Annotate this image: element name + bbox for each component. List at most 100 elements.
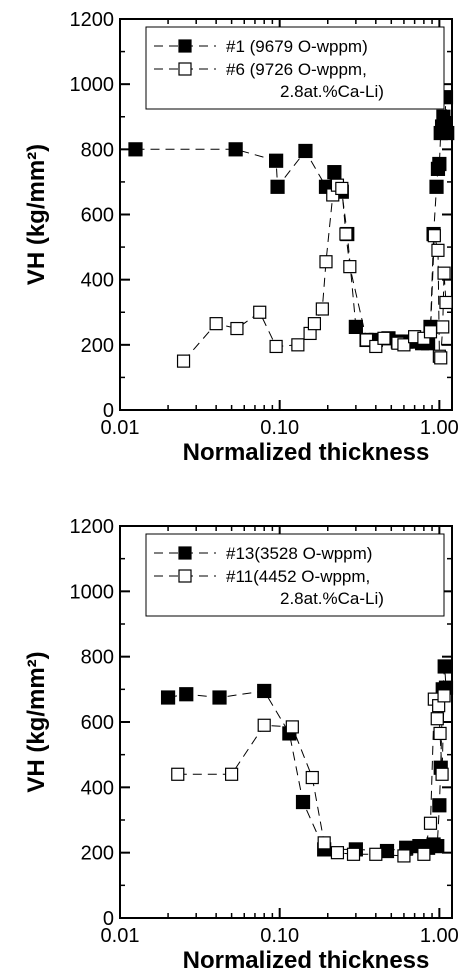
data-point <box>257 718 271 732</box>
data-point <box>330 846 345 860</box>
data-point <box>225 767 239 781</box>
data-point <box>397 849 411 863</box>
data-point <box>269 153 284 168</box>
data-point <box>423 325 438 339</box>
data-point <box>439 295 453 310</box>
data-point <box>295 794 311 810</box>
legend-box <box>145 533 445 617</box>
x-tick-label: 0.10 <box>260 925 299 947</box>
data-point <box>230 321 244 336</box>
y-tick-label: 0 <box>103 908 114 930</box>
legend-label: #11(4452 O-wppm, 2.8at.%Ca-Li) <box>226 567 384 608</box>
data-point <box>212 690 227 705</box>
y-tick-label: 400 <box>81 270 114 292</box>
legend-label: #13(3528 O-wppm) <box>226 544 372 563</box>
data-point <box>440 125 455 141</box>
data-point <box>285 720 299 734</box>
data-point <box>369 847 383 861</box>
data-point <box>319 255 333 269</box>
data-point <box>346 847 361 861</box>
data-point <box>377 331 391 345</box>
data-point <box>431 243 445 257</box>
series-2 <box>176 178 453 368</box>
data-point <box>435 767 449 781</box>
data-point <box>437 266 451 280</box>
data-point <box>436 320 450 334</box>
y-tick-label: 200 <box>81 335 114 357</box>
legend: #1 (9679 O-wppm) #6 (9726 O-wppm, 2.8at.%C… <box>145 26 445 110</box>
y-tick-label: 1000 <box>70 581 115 603</box>
data-point <box>307 317 322 331</box>
y-tick-label: 1200 <box>70 9 115 31</box>
legend: #13(3528 O-wppm) #11(4452 O-wppm, 2.8at.%C… <box>145 533 445 617</box>
x-axis-title: Normalized thickness <box>183 439 430 466</box>
data-point <box>160 690 176 705</box>
y-tick-label: 800 <box>81 139 114 161</box>
y-tick-label: 200 <box>81 843 114 865</box>
series-1 <box>128 90 455 351</box>
chart-1: 0 200 400 600 800 1000 1200 0.01 0.10 1.00Normali… <box>23 9 459 466</box>
data-point <box>257 683 272 699</box>
x-tick-label: 1.00 <box>420 925 459 947</box>
data-point <box>427 229 441 243</box>
data-point <box>434 351 448 365</box>
data-point <box>305 770 319 785</box>
y-axis-title: VH (kg/mm²) <box>23 651 50 792</box>
data-point <box>417 847 431 861</box>
data-point <box>179 687 194 702</box>
legend-marker <box>178 546 192 560</box>
data-point <box>339 227 353 241</box>
data-point <box>429 179 444 194</box>
data-point <box>228 142 243 157</box>
y-tick-label: 600 <box>81 205 114 227</box>
data-point <box>437 659 452 674</box>
data-point <box>269 339 283 354</box>
data-point <box>128 142 143 157</box>
y-tick-label: 600 <box>81 712 114 734</box>
y-tick-label: 0 <box>103 400 114 422</box>
y-tick-label: 1200 <box>70 516 115 538</box>
legend-label: #1 (9679 O-wppm) <box>226 37 368 56</box>
legend-marker <box>178 62 192 76</box>
series-1 <box>160 659 454 859</box>
legend-box <box>145 26 445 110</box>
series-trend-line <box>135 97 448 344</box>
chart-2: 0 200 400 600 800 1000 1200 0.01 0.10 1.00Normali… <box>23 516 459 974</box>
x-tick-label: 0.01 <box>101 417 140 439</box>
y-tick-label: 800 <box>81 647 114 669</box>
series-trend-line <box>168 666 447 852</box>
x-tick-label: 0.10 <box>260 417 299 439</box>
data-point <box>327 165 342 180</box>
data-point <box>317 836 331 850</box>
data-point <box>437 689 451 703</box>
x-axis-title: Normalized thickness <box>183 947 430 974</box>
data-point <box>209 317 223 331</box>
data-point <box>176 354 191 368</box>
data-point <box>171 767 185 781</box>
y-axis-title: VH (kg/mm²) <box>23 144 50 285</box>
data-point <box>253 305 267 319</box>
data-point <box>423 816 438 830</box>
data-point <box>343 260 357 274</box>
data-point <box>433 726 447 741</box>
data-point <box>270 179 285 194</box>
data-point <box>335 181 349 196</box>
data-point <box>397 338 411 352</box>
data-point <box>348 319 363 335</box>
data-point <box>432 798 447 813</box>
legend-marker <box>178 39 192 53</box>
x-tick-label: 0.01 <box>101 925 140 947</box>
y-tick-label: 1000 <box>70 74 115 96</box>
legend-label: #6 (9726 O-wppm, 2.8at.%Ca-Li) <box>226 60 384 101</box>
data-point <box>298 143 313 159</box>
data-point <box>291 338 305 352</box>
legend-marker <box>178 569 192 583</box>
data-point <box>430 839 445 854</box>
data-point <box>430 712 444 726</box>
x-tick-label: 1.00 <box>420 417 459 439</box>
y-tick-label: 400 <box>81 777 114 799</box>
series-2 <box>171 689 451 863</box>
data-point <box>315 302 329 316</box>
data-point <box>432 156 447 172</box>
